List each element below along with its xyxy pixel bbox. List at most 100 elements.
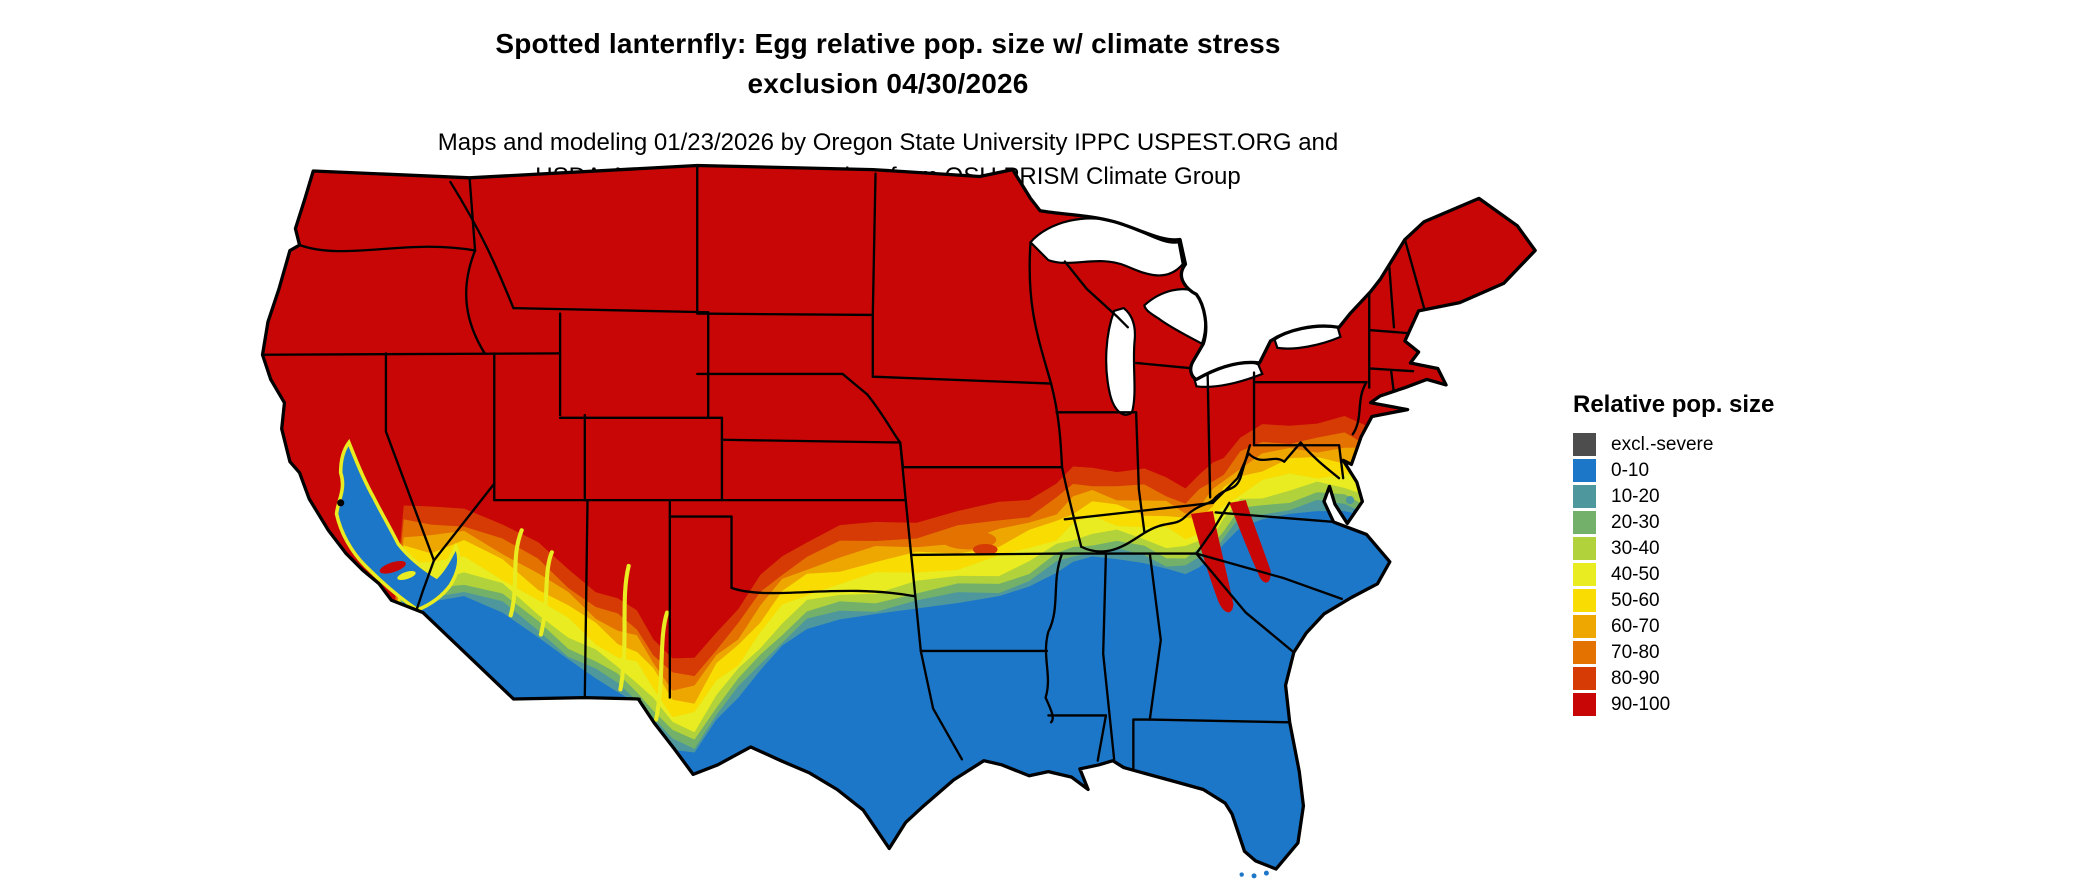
state-border-line [1132, 718, 1151, 771]
ozark-red-patch [972, 544, 998, 555]
state-border-line [1337, 444, 1345, 480]
state-border-line [1368, 367, 1415, 373]
legend-item: 60-70 [1573, 615, 1774, 638]
state-border-line [1134, 411, 1146, 533]
legend-item: 20-30 [1573, 511, 1774, 534]
state-border-line [904, 498, 913, 557]
state-border-line [432, 482, 496, 562]
legend-swatch [1573, 589, 1596, 612]
us-outline [260, 163, 1537, 871]
az-tendril-icon [508, 528, 524, 618]
state-border-line [696, 312, 874, 317]
legend-label: 10-20 [1611, 486, 1660, 507]
legend-label: 80-90 [1611, 668, 1660, 689]
state-border-line [1148, 552, 1162, 721]
legend-label: 0-10 [1611, 460, 1650, 481]
great-lakes [1029, 217, 1342, 416]
state-border-line [1060, 466, 1083, 548]
state-border-line [1080, 444, 1252, 553]
state-border-line [696, 372, 869, 396]
state-border-line [871, 375, 1053, 385]
transverse-range-red-patch [379, 560, 406, 574]
legend-swatch [1573, 511, 1596, 534]
state-border-line [1049, 382, 1064, 469]
valley-tendrils [508, 528, 670, 722]
state-border-line [1387, 254, 1396, 329]
state-border-line [1096, 714, 1108, 762]
legend-swatch [1573, 563, 1596, 586]
legend-swatch [1573, 433, 1596, 456]
state-border-line [1134, 361, 1195, 370]
state-border-line [1102, 552, 1116, 761]
legend-item: 80-90 [1573, 667, 1774, 690]
state-border-line [414, 559, 436, 613]
key-dot-icon [1239, 872, 1244, 877]
pecos-tendril-icon [654, 610, 670, 722]
legend-label: excl.-severe [1611, 434, 1714, 455]
us-map [260, 163, 1537, 879]
state-border-line [1206, 361, 1212, 499]
legend-swatch [1573, 693, 1596, 716]
legend-swatch [1573, 641, 1596, 664]
transverse-range-yellow-patch [397, 571, 416, 581]
rio-grande-tendril-icon [618, 563, 631, 692]
legend-swatch [1573, 615, 1596, 638]
legend-item: 10-20 [1573, 485, 1774, 508]
florida-keys-dots [1239, 870, 1269, 879]
legend-item: 40-50 [1573, 563, 1774, 586]
state-border-line [1063, 260, 1130, 329]
legend-label: 20-30 [1611, 512, 1660, 533]
lake-superior [1029, 217, 1184, 277]
legend: Relative pop. size excl.-severe 0-10 10-20… [1573, 391, 1774, 719]
california-lowland-region [334, 438, 461, 612]
map-title: Spotted lanternfly: Egg relative pop. si… [230, 24, 1546, 104]
legend-swatch [1573, 485, 1596, 508]
appalachian-red-finger [1190, 511, 1234, 613]
state-border-line [1247, 441, 1302, 463]
map-title-line2: exclusion 04/30/2026 [747, 68, 1029, 99]
legend-label: 40-50 [1611, 564, 1660, 585]
state-border-line [298, 243, 477, 253]
key-dot-icon [1251, 873, 1257, 879]
legend-item: 50-60 [1573, 589, 1774, 612]
key-dot-icon [1263, 870, 1269, 876]
state-border-line [465, 249, 486, 355]
state-border-line [1195, 552, 1343, 601]
legend-item: 70-80 [1573, 641, 1774, 664]
state-border-line [449, 180, 515, 310]
legend-label: 70-80 [1611, 642, 1660, 663]
state-border-line [1028, 241, 1053, 385]
sf-bay [337, 499, 345, 507]
legend-label: 90-100 [1611, 694, 1671, 715]
legend-item: 0-10 [1573, 459, 1774, 482]
map-title-line1: Spotted lanternfly: Egg relative pop. si… [495, 28, 1281, 59]
az-tendril-icon [538, 550, 554, 637]
legend-items: excl.-severe 0-10 10-20 20-30 30-40 40-50 50-6… [1573, 433, 1774, 716]
legend-swatch [1573, 537, 1596, 560]
state-border-line [1403, 238, 1426, 310]
legend-item: excl.-severe [1573, 433, 1774, 456]
state-border-line [1351, 381, 1368, 436]
state-border-line [899, 441, 907, 502]
state-border-line [1148, 718, 1291, 724]
state-border-line [720, 438, 902, 444]
state-border-line [919, 649, 964, 761]
legend-label: 50-60 [1611, 590, 1660, 611]
state-border-line [1195, 552, 1295, 654]
lake-michigan [1105, 306, 1137, 416]
state-border-line [1299, 441, 1341, 480]
legend-title: Relative pop. size [1573, 391, 1775, 418]
legend-swatch [1573, 667, 1596, 690]
state-border-line [910, 552, 1064, 557]
state-border-line [866, 393, 902, 444]
legend-label: 60-70 [1611, 616, 1660, 637]
map-subtitle-line1: Maps and modeling 01/23/2026 by Oregon S… [437, 129, 1339, 156]
state-border-line [730, 586, 916, 598]
legend-swatch [1573, 459, 1596, 482]
appalachian-red-finger [1229, 500, 1271, 583]
state-border-line [512, 306, 710, 314]
delmarva-teal-patch [1345, 496, 1355, 505]
state-border-line [384, 352, 436, 562]
state-border-line [583, 498, 589, 699]
